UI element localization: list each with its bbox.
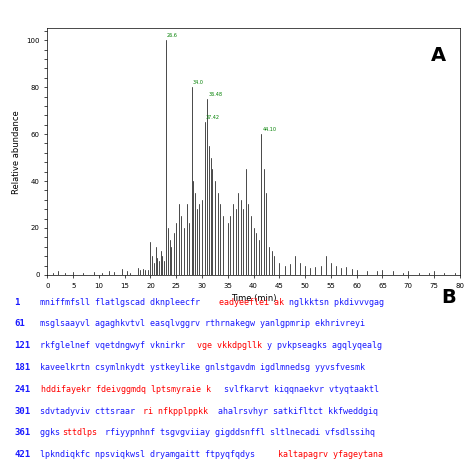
Text: 361: 361 bbox=[14, 428, 30, 438]
Text: 37.42: 37.42 bbox=[206, 115, 219, 120]
Text: ggks: ggks bbox=[35, 428, 60, 438]
Text: 36.48: 36.48 bbox=[208, 91, 222, 97]
Text: B: B bbox=[441, 288, 456, 307]
Text: sdvtadyviv cttsraar: sdvtadyviv cttsraar bbox=[35, 407, 135, 416]
Text: msglsaayvl agaghkvtvl easqlvggrv rthrnakegw yanlgpmrip ekhrivreyi: msglsaayvl agaghkvtvl easqlvggrv rthrnak… bbox=[35, 319, 365, 328]
Text: 1: 1 bbox=[14, 298, 19, 307]
Text: 241: 241 bbox=[14, 385, 30, 394]
Text: lpkndiqkfc npsviqkwsl dryamgaitt ftpyqfqdys: lpkndiqkfc npsviqkwsl dryamgaitt ftpyqfq… bbox=[35, 450, 260, 459]
Text: 34.0: 34.0 bbox=[193, 80, 204, 85]
X-axis label: Time (min): Time (min) bbox=[231, 294, 276, 303]
Text: eadyeeflei ak: eadyeeflei ak bbox=[219, 298, 284, 307]
Text: kaveelkrtn csymlnkydt ystkeylike gnlstgavdm igdlmnedsg yyvsfvesmk: kaveelkrtn csymlnkydt ystkeylike gnlstga… bbox=[35, 363, 365, 372]
Text: mniffmfsll flatlgscad dknpleecfr: mniffmfsll flatlgscad dknpleecfr bbox=[35, 298, 205, 307]
Text: y pvkpseagks agqlyqealg: y pvkpseagks agqlyqealg bbox=[267, 341, 383, 350]
Text: nglkktsn pkdivvvgag: nglkktsn pkdivvvgag bbox=[289, 298, 384, 307]
Text: 301: 301 bbox=[14, 407, 30, 416]
Text: rfiyypnhnf tsgvgviiay gigddsnffl sltlnecadi vfsdlssihq: rfiyypnhnf tsgvgviiay gigddsnffl sltlnec… bbox=[100, 428, 375, 438]
Text: 26.6: 26.6 bbox=[167, 33, 178, 38]
Text: 121: 121 bbox=[14, 341, 30, 350]
Text: ahalrsvhyr satkifltct kkfweddgiq: ahalrsvhyr satkifltct kkfweddgiq bbox=[213, 407, 378, 416]
Text: svlfkarvt kiqqnaekvr vtyqtaaktl: svlfkarvt kiqqnaekvr vtyqtaaktl bbox=[224, 385, 379, 394]
Text: 181: 181 bbox=[14, 363, 30, 372]
Text: rkfglelnef vqetdngwyf vknirkr: rkfglelnef vqetdngwyf vknirkr bbox=[35, 341, 185, 350]
Text: sttdlps: sttdlps bbox=[62, 428, 97, 438]
Text: ri nfkpplppkk: ri nfkpplppkk bbox=[143, 407, 208, 416]
Text: 44.10: 44.10 bbox=[262, 127, 276, 132]
Text: 61: 61 bbox=[14, 319, 25, 328]
Text: hddifayekr fdeivggmdq lptsmyraie k: hddifayekr fdeivggmdq lptsmyraie k bbox=[41, 385, 210, 394]
Text: kaltapagrv yfageytana: kaltapagrv yfageytana bbox=[278, 450, 383, 459]
Text: A: A bbox=[431, 46, 446, 64]
Y-axis label: Relative abundance: Relative abundance bbox=[12, 110, 21, 193]
Text: 421: 421 bbox=[14, 450, 30, 459]
Text: vge vkkdpgllk: vge vkkdpgllk bbox=[197, 341, 262, 350]
